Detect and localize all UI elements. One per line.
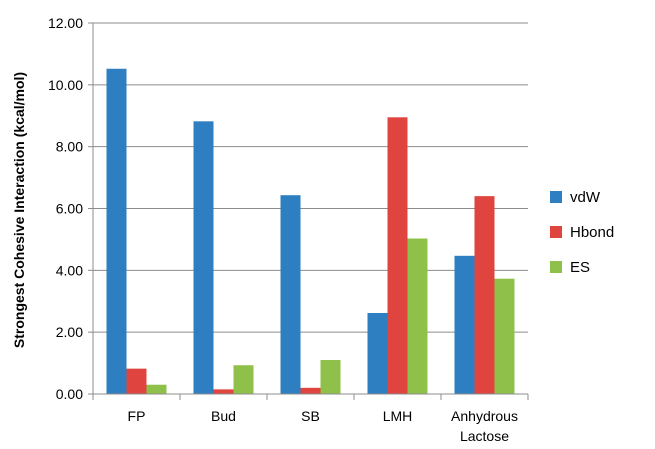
x-tick-label: Anhydrous Lactose: [451, 408, 518, 444]
y-tick-label: 8.00: [56, 139, 83, 155]
legend-label-hbond: Hbond: [570, 224, 614, 241]
bar-vdw-2: [193, 121, 214, 394]
legend-swatch-es: [550, 261, 562, 273]
legend-swatch-vdw: [550, 191, 562, 203]
bar-hbond-1: [126, 368, 147, 394]
bars: [106, 68, 515, 395]
x-tick-label-line: LMH: [383, 408, 413, 424]
legend: vdW Hbond ES: [550, 189, 614, 276]
x-tick-labels: FP Bud SB LMH Anhydrous Lactose: [128, 408, 518, 444]
legend-swatch-hbond: [550, 226, 562, 238]
x-tick-label-line: Bud: [211, 408, 236, 424]
x-tick-label: SB: [301, 408, 320, 424]
x-tick-label-line: Anhydrous: [451, 408, 518, 424]
bar-hbond-5: [474, 196, 495, 394]
bar-es-2: [233, 365, 254, 394]
x-tick-label: Bud: [211, 408, 236, 424]
bar-es-3: [320, 359, 341, 394]
bar-hbond-2: [213, 389, 234, 394]
x-tick-label: LMH: [383, 408, 413, 424]
legend-label-es: ES: [570, 259, 590, 276]
y-tick-label: 4.00: [56, 262, 83, 278]
bar-vdw-5: [454, 255, 475, 394]
x-tick-label-line: SB: [301, 408, 320, 424]
bar-es-1: [146, 384, 167, 394]
bar-hbond-4: [387, 117, 408, 394]
bar-vdw-3: [280, 195, 301, 394]
bar-vdw-4: [367, 312, 388, 394]
x-tick-label-line: FP: [128, 408, 146, 424]
y-axis-label: Strongest Cohesive Interaction (kcal/mol…: [11, 72, 27, 348]
bar-es-4: [407, 238, 428, 394]
bar-es-5: [494, 278, 515, 394]
y-tick-label: 2.00: [56, 324, 83, 340]
y-tick-label: 6.00: [56, 201, 83, 217]
x-tick-label: FP: [128, 408, 146, 424]
x-tick-label-line: Lactose: [460, 428, 509, 444]
bar-hbond-3: [300, 387, 321, 394]
axes: [92, 23, 529, 400]
y-tick-label: 0.00: [56, 386, 83, 402]
y-tick-label: 12.00: [48, 15, 83, 31]
bar-vdw-1: [106, 68, 127, 395]
legend-label-vdw: vdW: [570, 189, 601, 206]
y-tick-labels: 0.00 2.00 4.00 6.00 8.00 10.00 12.00: [48, 15, 83, 402]
y-tick-label: 10.00: [48, 77, 83, 93]
